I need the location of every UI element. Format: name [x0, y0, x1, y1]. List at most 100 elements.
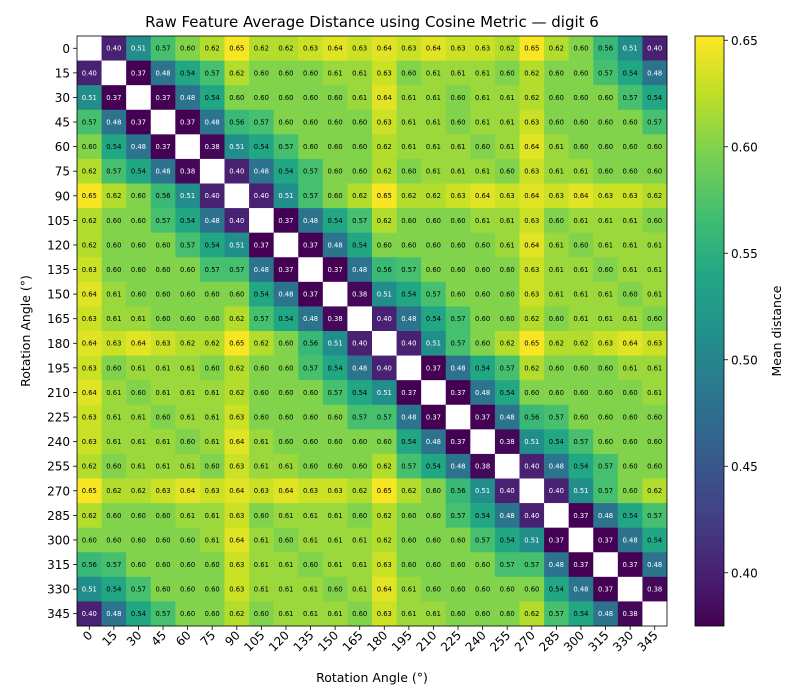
heatmap-cell	[150, 478, 176, 504]
heatmap-cell	[544, 404, 569, 430]
x-tick-label: 135	[291, 628, 317, 654]
heatmap-cell	[593, 60, 619, 86]
x-tick-label: 285	[536, 628, 562, 654]
cell-value-label: 0.60	[303, 389, 318, 397]
y-tick-label: 255	[47, 460, 70, 474]
cell-value-label: 0.62	[377, 463, 392, 471]
cell-value-label: 0.61	[106, 315, 121, 323]
cell-value-label: 0.37	[303, 241, 318, 249]
cell-value-label: 0.60	[623, 168, 638, 176]
cell-value-label: 0.40	[229, 217, 244, 225]
heatmap-cell	[470, 306, 496, 332]
cell-value-label: 0.65	[229, 45, 244, 53]
x-tick-label: 345	[635, 628, 661, 654]
heatmap-cell	[101, 158, 127, 184]
heatmap-cell	[519, 134, 545, 160]
cell-value-label: 0.60	[106, 266, 121, 274]
heatmap-cell	[642, 257, 668, 283]
y-tick-label: 0	[62, 42, 70, 56]
heatmap-cell	[126, 183, 152, 209]
x-tick-label: 150	[315, 628, 341, 654]
heatmap-cell	[126, 281, 152, 307]
cell-value-label: 0.62	[647, 487, 662, 495]
cell-value-label: 0.60	[475, 586, 490, 594]
cell-value-label: 0.56	[229, 118, 244, 126]
heatmap-cell	[372, 527, 397, 553]
cell-value-label: 0.60	[598, 266, 613, 274]
heatmap-cell	[519, 478, 545, 504]
cell-value-label: 0.64	[328, 45, 343, 53]
heatmap-cell	[175, 306, 201, 332]
cell-value-label: 0.63	[328, 487, 343, 495]
heatmap-cell	[347, 281, 373, 307]
heatmap-cell	[126, 380, 152, 406]
cell-value-label: 0.62	[180, 340, 195, 348]
cell-value-label: 0.62	[82, 512, 97, 520]
heatmap-cell	[470, 503, 496, 528]
heatmap-cell	[519, 331, 545, 356]
cell-value-label: 0.57	[229, 266, 244, 274]
heatmap-cell	[544, 601, 569, 627]
heatmap-cell	[642, 527, 668, 553]
heatmap-cell	[322, 257, 348, 283]
heatmap-cell	[494, 232, 520, 258]
heatmap-cell	[396, 355, 422, 381]
cell-value-label: 0.57	[205, 69, 220, 77]
cell-value-label: 0.60	[475, 291, 490, 299]
cell-value-label: 0.57	[573, 438, 588, 446]
heatmap-cell	[273, 527, 299, 553]
heatmap-cell	[273, 380, 299, 406]
cell-value-label: 0.60	[82, 536, 97, 544]
cell-value-label: 0.57	[401, 266, 416, 274]
cell-value-label: 0.37	[328, 266, 343, 274]
cell-value-label: 0.61	[254, 536, 269, 544]
heatmap-cell	[642, 331, 668, 356]
colorbar-tick-label: 0.40	[731, 566, 758, 580]
cell-value-label: 0.60	[205, 610, 220, 618]
heatmap-cell	[544, 429, 569, 455]
cell-value-label: 0.62	[524, 94, 539, 102]
cell-value-label: 0.60	[155, 291, 170, 299]
heatmap-cell	[617, 331, 643, 356]
heatmap-cell	[298, 380, 324, 406]
heatmap-cell	[298, 281, 324, 307]
cell-value-label: 0.61	[254, 586, 269, 594]
cell-value-label: 0.60	[500, 266, 515, 274]
cell-value-label: 0.48	[450, 364, 465, 372]
heatmap-cell	[224, 232, 250, 258]
cell-value-label: 0.60	[82, 143, 97, 151]
heatmap-cell	[322, 306, 348, 332]
cell-value-label: 0.38	[180, 168, 195, 176]
cell-value-label: 0.57	[524, 561, 539, 569]
cell-value-label: 0.57	[623, 94, 638, 102]
heatmap-cell	[396, 36, 422, 61]
heatmap-cell	[175, 257, 201, 283]
cell-value-label: 0.48	[352, 364, 367, 372]
cell-value-label: 0.65	[524, 340, 539, 348]
cell-value-label: 0.56	[450, 487, 465, 495]
cell-value-label: 0.60	[647, 168, 662, 176]
cell-value-label: 0.37	[155, 94, 170, 102]
heatmap-cell	[347, 527, 373, 553]
heatmap-cell	[298, 158, 324, 184]
heatmap-cell	[273, 306, 299, 332]
cell-value-label: 0.57	[475, 536, 490, 544]
heatmap-cell	[101, 331, 127, 356]
heatmap-cell	[642, 36, 668, 61]
heatmap-cell	[494, 60, 520, 86]
heatmap-cell	[642, 576, 668, 602]
cell-value-label: 0.60	[180, 561, 195, 569]
heatmap-cell	[445, 552, 471, 578]
cell-value-label: 0.51	[229, 143, 244, 151]
cell-value-label: 0.61	[278, 512, 293, 520]
heatmap-cell	[175, 158, 201, 184]
heatmap-cell	[273, 503, 299, 528]
x-tick-label: 255	[487, 628, 513, 654]
heatmap-cell	[421, 576, 447, 602]
heatmap-cell	[544, 478, 569, 504]
cell-value-label: 0.64	[377, 45, 392, 53]
cell-value-label: 0.54	[205, 94, 220, 102]
cell-value-label: 0.48	[106, 118, 121, 126]
heatmap-cell	[396, 576, 422, 602]
heatmap-cell	[372, 134, 397, 160]
